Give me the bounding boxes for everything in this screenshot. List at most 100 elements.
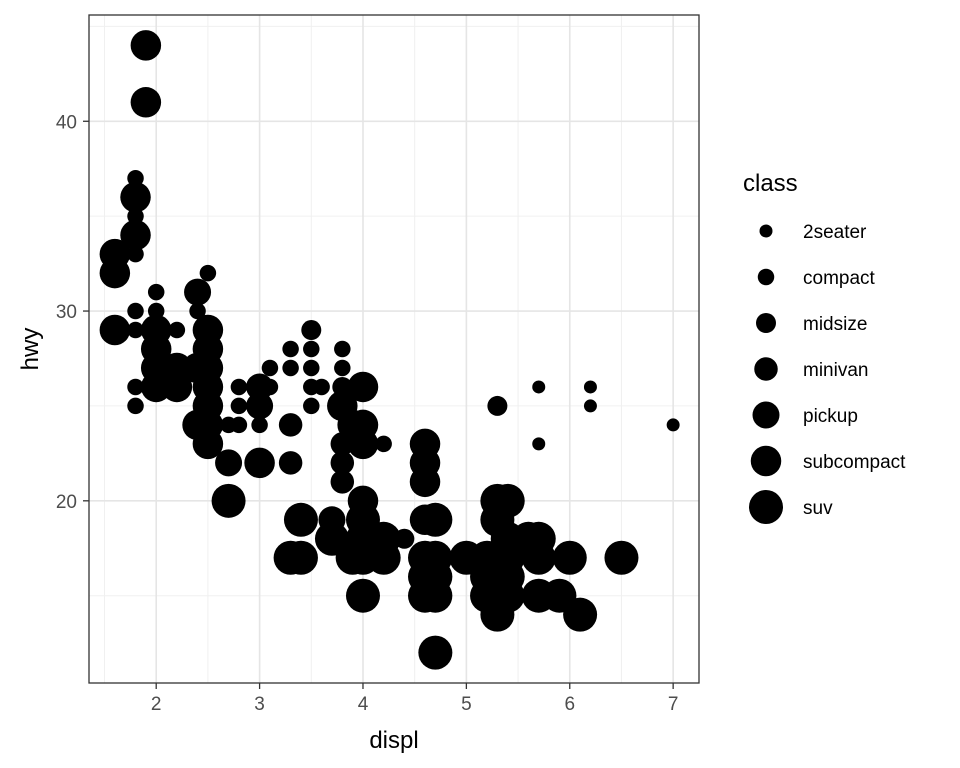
data-point — [244, 447, 275, 479]
x-tick-label: 7 — [668, 694, 679, 715]
data-point — [127, 302, 144, 320]
data-point — [552, 540, 587, 575]
data-point — [313, 378, 330, 396]
legend-items: 2seater compact midsize minivan pickup subcom… — [749, 222, 906, 524]
data-point — [394, 528, 415, 549]
legend-label: suv — [803, 498, 833, 519]
data-point — [130, 30, 162, 61]
data-point — [282, 340, 299, 358]
x-tick-label: 3 — [254, 694, 265, 715]
data-point — [147, 302, 165, 320]
data-point — [283, 502, 318, 537]
legend: class 2seater compact midsize minivan pickup… — [743, 170, 906, 524]
data-point — [127, 207, 144, 225]
data-point — [487, 395, 508, 416]
legend-key — [752, 401, 780, 429]
legend-key — [749, 490, 783, 524]
x-tick-label: 6 — [564, 694, 575, 715]
data-point — [347, 428, 379, 460]
legend-label: midsize — [803, 314, 867, 335]
data-point — [334, 359, 351, 377]
x-axis-title: displ — [369, 727, 418, 754]
data-point — [127, 321, 144, 339]
data-point — [303, 397, 320, 415]
data-point — [418, 635, 453, 670]
y-axis-title: hwy — [17, 328, 44, 371]
legend-key — [759, 224, 773, 238]
data-point — [278, 451, 303, 475]
data-point — [251, 416, 268, 434]
data-point — [182, 352, 213, 384]
data-point — [161, 371, 193, 403]
data-point — [230, 397, 248, 415]
y-tick-label: 40 — [56, 112, 77, 133]
data-point — [130, 87, 162, 118]
data-point — [168, 321, 186, 339]
data-point — [418, 502, 453, 537]
data-point — [532, 380, 546, 394]
legend-item: compact — [757, 268, 876, 289]
data-point — [147, 283, 165, 301]
data-point — [583, 380, 597, 394]
legend-item: suv — [749, 490, 833, 524]
data-point — [521, 540, 556, 575]
data-point — [99, 314, 131, 346]
data-point — [120, 219, 151, 251]
data-point — [666, 418, 680, 432]
data-point — [192, 428, 224, 460]
data-point — [418, 578, 453, 613]
plot-panel — [88, 14, 700, 684]
legend-key — [756, 313, 776, 333]
data-point — [199, 264, 217, 282]
legend-title: class — [743, 170, 798, 197]
data-point — [127, 169, 144, 187]
data-point — [583, 399, 597, 413]
plot-background — [89, 15, 699, 683]
y-tick-label: 30 — [56, 302, 77, 323]
legend-label: pickup — [803, 406, 858, 427]
data-point — [409, 466, 441, 498]
data-point — [345, 578, 380, 613]
data-point — [127, 397, 144, 415]
data-point — [490, 578, 525, 613]
data-point — [99, 257, 131, 289]
y-axis: 20 30 40 — [56, 112, 89, 513]
data-point — [283, 540, 318, 575]
data-point — [189, 302, 206, 320]
legend-key — [750, 445, 782, 477]
x-tick-label: 5 — [461, 694, 472, 715]
data-point — [303, 340, 320, 358]
data-point — [278, 413, 303, 437]
data-point — [282, 359, 299, 377]
x-tick-label: 2 — [151, 694, 162, 715]
data-point — [303, 359, 320, 377]
data-point — [604, 540, 639, 575]
legend-item: midsize — [756, 313, 867, 335]
data-point — [301, 320, 322, 341]
data-point — [261, 359, 279, 377]
data-point — [120, 181, 151, 213]
data-point — [330, 470, 355, 494]
y-tick-label: 20 — [56, 492, 77, 513]
legend-key — [754, 357, 778, 381]
data-point — [127, 378, 144, 396]
legend-item: minivan — [754, 357, 868, 381]
data-point — [347, 371, 379, 403]
data-point — [366, 540, 401, 575]
data-point — [246, 392, 274, 420]
legend-key — [757, 268, 775, 286]
x-tick-label: 4 — [358, 694, 369, 715]
minor-gridlines — [89, 15, 699, 683]
data-point — [330, 451, 355, 475]
legend-label: minivan — [803, 360, 868, 381]
plot-border — [88, 14, 700, 684]
data-point — [261, 378, 279, 396]
data-point — [490, 483, 525, 518]
data-point — [211, 483, 246, 518]
data-point — [563, 597, 598, 632]
x-axis: 2 3 4 5 6 7 — [151, 683, 679, 715]
data-point — [230, 416, 248, 434]
data-points — [99, 30, 680, 670]
legend-item: subcompact — [750, 445, 906, 477]
